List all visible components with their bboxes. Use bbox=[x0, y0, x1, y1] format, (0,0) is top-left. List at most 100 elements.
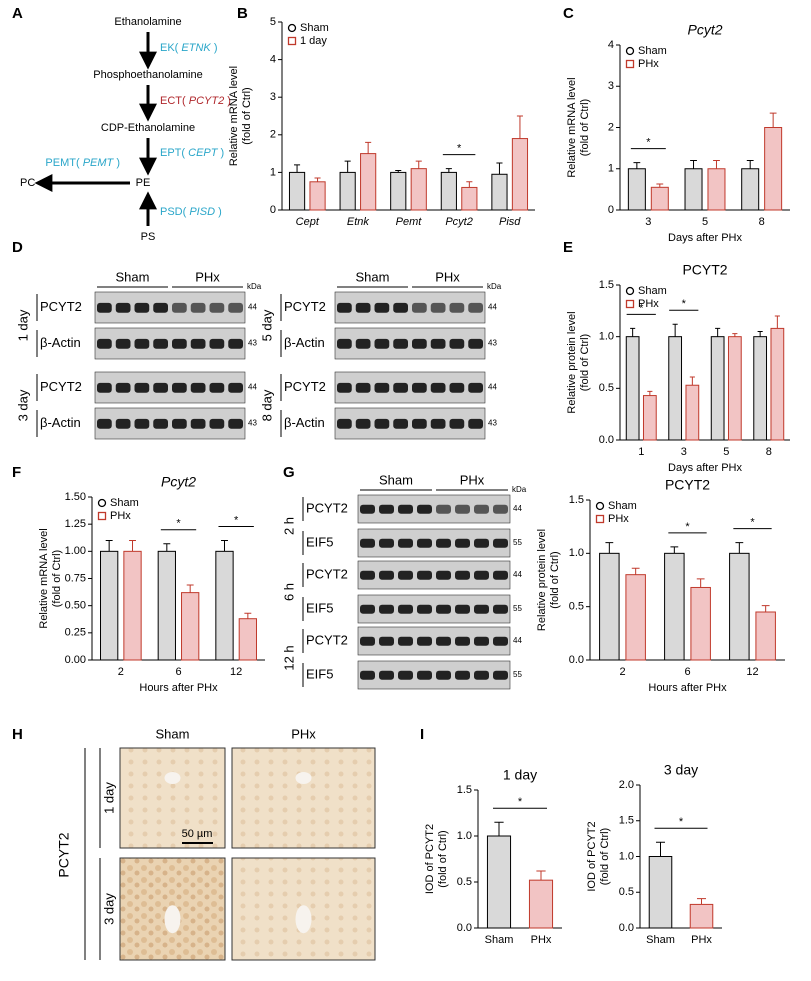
protein-label: β-Actin bbox=[40, 415, 81, 430]
band bbox=[153, 418, 168, 429]
unit-label: kDa bbox=[247, 282, 262, 291]
band bbox=[493, 538, 508, 548]
error-bar bbox=[395, 170, 402, 173]
band bbox=[337, 418, 352, 429]
band bbox=[228, 382, 243, 393]
group-label: PHx bbox=[195, 269, 220, 284]
band bbox=[398, 670, 413, 680]
band bbox=[134, 382, 150, 393]
y-tick-label: 0.5 bbox=[569, 601, 584, 613]
error-bar bbox=[713, 160, 720, 169]
bar bbox=[181, 592, 200, 661]
enzyme-gene: ETNK bbox=[181, 42, 211, 54]
vessel bbox=[164, 772, 181, 784]
pathway-node: Phosphoethanolamine bbox=[93, 69, 202, 81]
error-bar bbox=[689, 376, 695, 386]
band bbox=[355, 418, 371, 429]
bar bbox=[770, 327, 785, 441]
band bbox=[468, 382, 483, 393]
band bbox=[115, 418, 131, 429]
bar bbox=[123, 550, 142, 661]
y-tick-label: 1.50 bbox=[65, 491, 86, 503]
error-bar bbox=[294, 164, 301, 173]
legend-marker bbox=[625, 46, 635, 56]
error-bar bbox=[516, 115, 523, 139]
y-tick-label: 0.00 bbox=[65, 654, 86, 666]
kda-label: 43 bbox=[248, 419, 257, 428]
chart-title: PCYT2 bbox=[665, 477, 710, 493]
band bbox=[474, 670, 489, 680]
band bbox=[449, 418, 465, 429]
significance-label: * bbox=[646, 136, 651, 148]
enzyme-open: PSD( bbox=[160, 206, 187, 218]
band bbox=[393, 338, 408, 349]
error-bar bbox=[415, 160, 422, 169]
bar bbox=[390, 171, 407, 211]
band bbox=[379, 570, 394, 580]
x-tick-label: 2 bbox=[118, 666, 124, 678]
kda-label: 55 bbox=[513, 604, 522, 613]
error-bar bbox=[605, 542, 614, 554]
legend-label: Sham bbox=[300, 22, 329, 34]
band bbox=[412, 338, 427, 349]
bar bbox=[668, 336, 683, 441]
kda-label: 43 bbox=[248, 339, 257, 348]
panel-letter: G bbox=[283, 464, 295, 481]
chart-title: Pcyt2 bbox=[161, 474, 196, 490]
error-bar bbox=[690, 160, 697, 169]
error-bar bbox=[466, 181, 473, 188]
band bbox=[209, 418, 225, 429]
significance-label: * bbox=[176, 518, 181, 530]
y-axis-label: (fold of Ctrl) bbox=[437, 830, 449, 887]
error-bar bbox=[314, 177, 321, 182]
group-label: PHx bbox=[460, 472, 485, 487]
x-axis-label: Days after PHx bbox=[668, 232, 742, 244]
bar bbox=[650, 186, 669, 211]
group-label: Sham bbox=[356, 269, 390, 284]
error-bar bbox=[670, 546, 679, 554]
row-label: 1 day bbox=[101, 782, 116, 814]
error-bar bbox=[655, 841, 666, 857]
protein-label: β-Actin bbox=[284, 335, 325, 350]
band bbox=[153, 338, 168, 349]
x-tick-label: 6 bbox=[684, 666, 690, 678]
bar bbox=[461, 186, 478, 211]
band bbox=[190, 382, 206, 393]
pathway-node: PE bbox=[136, 177, 151, 189]
time-label: 5 day bbox=[259, 309, 274, 341]
x-tick-label: PHx bbox=[531, 934, 552, 946]
legend-label: Sham bbox=[608, 500, 637, 512]
band bbox=[430, 302, 446, 313]
y-axis-label: (fold of Ctrl) bbox=[579, 334, 591, 391]
band bbox=[115, 338, 131, 349]
bar bbox=[684, 168, 703, 211]
enzyme-close: ) bbox=[227, 95, 231, 107]
band bbox=[379, 670, 394, 680]
y-tick-label: 1.5 bbox=[569, 494, 584, 506]
enzyme-open: PEMT( bbox=[45, 157, 80, 169]
band bbox=[190, 338, 206, 349]
time-label: 1 day bbox=[15, 309, 30, 341]
error-bar bbox=[672, 323, 678, 337]
enzyme-label: PEMT( PEMT ) bbox=[45, 157, 120, 169]
band bbox=[379, 538, 394, 548]
band bbox=[337, 338, 352, 349]
band bbox=[449, 302, 465, 313]
time-label: 3 day bbox=[15, 389, 30, 421]
error-bar bbox=[186, 584, 194, 593]
x-tick-label: 6 bbox=[175, 666, 181, 678]
significance-label: * bbox=[457, 143, 462, 155]
unit-label: kDa bbox=[512, 485, 527, 494]
bar bbox=[741, 168, 760, 211]
legend-marker bbox=[625, 299, 635, 309]
band bbox=[115, 302, 131, 313]
x-axis-label: Days after PHx bbox=[668, 462, 742, 474]
band bbox=[209, 302, 225, 313]
micrograph bbox=[119, 747, 226, 849]
bar bbox=[157, 550, 176, 661]
band bbox=[436, 670, 451, 680]
band bbox=[153, 302, 168, 313]
error-bar bbox=[221, 539, 228, 552]
enzyme-label: PSD( PISD ) bbox=[160, 206, 222, 218]
y-tick-label: 0.25 bbox=[65, 627, 86, 639]
